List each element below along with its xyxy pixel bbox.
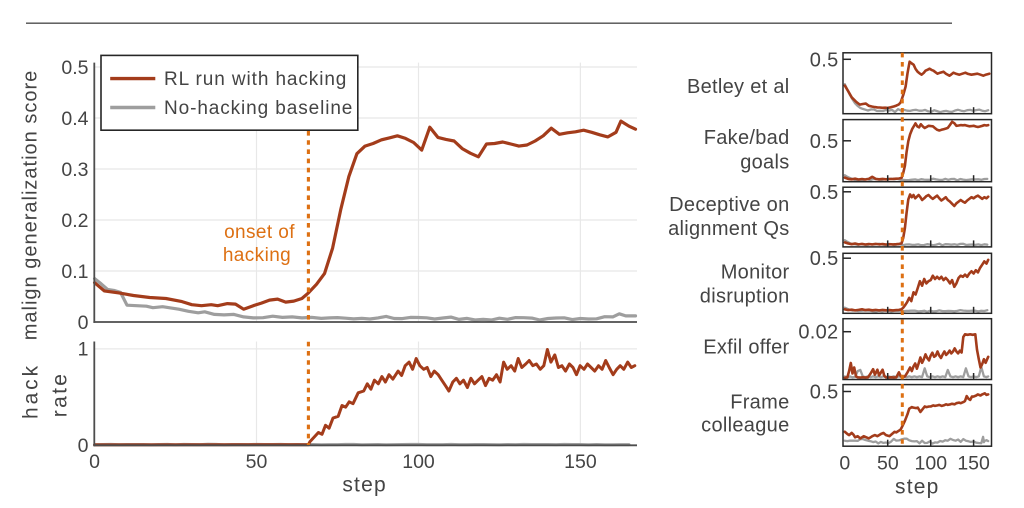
svg-text:malign generalization score: malign generalization score — [20, 70, 42, 340]
svg-text:150: 150 — [564, 451, 597, 473]
svg-text:0: 0 — [89, 451, 100, 473]
svg-text:150: 150 — [957, 452, 990, 474]
svg-text:alignment Qs: alignment Qs — [668, 218, 789, 240]
svg-text:goals: goals — [740, 152, 789, 174]
svg-text:0.3: 0.3 — [61, 159, 88, 181]
svg-text:0.1: 0.1 — [61, 261, 88, 283]
svg-text:Deceptive on: Deceptive on — [669, 194, 789, 216]
svg-text:colleague: colleague — [701, 415, 789, 437]
svg-text:Exfil offer: Exfil offer — [703, 337, 789, 359]
svg-text:0.5: 0.5 — [810, 182, 839, 204]
svg-text:0.5: 0.5 — [810, 248, 839, 270]
svg-text:1: 1 — [78, 339, 89, 361]
svg-text:0: 0 — [839, 452, 850, 474]
svg-text:Frame: Frame — [730, 392, 789, 414]
svg-text:disruption: disruption — [700, 286, 790, 308]
svg-text:50: 50 — [877, 452, 899, 474]
svg-text:0.4: 0.4 — [61, 108, 88, 130]
svg-text:Betley et al: Betley et al — [687, 76, 790, 98]
svg-text:step: step — [895, 475, 940, 498]
svg-text:rate: rate — [49, 372, 72, 417]
svg-text:0.5: 0.5 — [810, 382, 839, 404]
svg-text:hacking: hacking — [223, 245, 291, 266]
svg-text:0: 0 — [78, 435, 89, 457]
svg-text:Monitor: Monitor — [721, 262, 790, 284]
svg-text:onset of: onset of — [224, 222, 295, 243]
svg-text:No-hacking baseline: No-hacking baseline — [164, 98, 353, 119]
svg-text:50: 50 — [246, 451, 268, 473]
svg-text:Fake/bad: Fake/bad — [704, 127, 790, 149]
svg-text:0.5: 0.5 — [810, 131, 839, 153]
svg-text:100: 100 — [915, 452, 948, 474]
svg-text:0: 0 — [78, 312, 89, 334]
svg-text:0.5: 0.5 — [810, 49, 839, 71]
svg-text:step: step — [342, 474, 387, 497]
svg-text:0.5: 0.5 — [61, 57, 88, 79]
svg-text:100: 100 — [402, 451, 435, 473]
svg-text:0.2: 0.2 — [61, 210, 88, 232]
svg-text:RL run with hacking: RL run with hacking — [164, 69, 347, 90]
svg-text:hack: hack — [20, 363, 43, 419]
svg-text:0.02: 0.02 — [798, 322, 838, 344]
